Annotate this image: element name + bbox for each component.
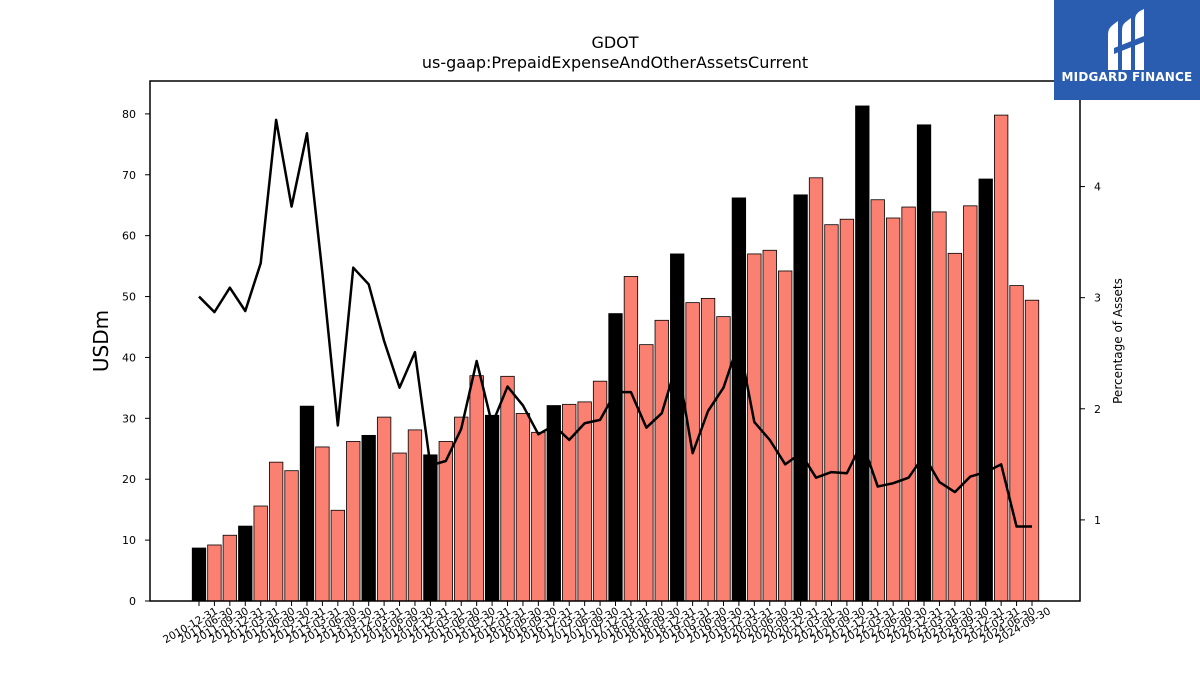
y2-tick-label: 3 — [1094, 292, 1101, 305]
y-tick-label: 70 — [122, 169, 136, 182]
bar-2016-03-31 — [515, 413, 531, 602]
bar-2013-06-30 — [346, 441, 361, 602]
bar-2023-03-31 — [947, 252, 963, 602]
bar-2017-06-30 — [592, 380, 608, 602]
bar-2013-03-31 — [330, 509, 345, 602]
bar-2011-03-31 — [207, 544, 222, 602]
y-axis-left: 0 10 20 30 40 50 60 70 80 — [122, 108, 150, 608]
bar-2011-12-31 — [253, 505, 268, 602]
bar-2019-09-30 — [731, 197, 747, 602]
bar-2020-03-31 — [762, 249, 777, 602]
x-axis: 2010-12-312011-06-302011-09-302011-12-31… — [161, 601, 1053, 646]
bar-2016-09-30 — [546, 405, 561, 602]
bar-2015-03-31 — [454, 416, 469, 602]
y-tick-label: 0 — [129, 595, 136, 608]
y-axis-label-left: USDm — [89, 310, 113, 372]
chart-title: GDOT — [591, 33, 638, 52]
chart-subtitle: us-gaap:PrepaidExpenseAndOtherAssetsCurr… — [422, 53, 808, 72]
bar-2024-06-30 — [1024, 299, 1040, 602]
bar-2017-09-30 — [608, 313, 623, 602]
bar-2019-06-30 — [716, 316, 731, 602]
bar-2014-03-31 — [392, 452, 407, 602]
bar-2015-12-31 — [500, 375, 515, 602]
bar-2014-09-30 — [423, 454, 438, 602]
y-axis-right: 1 2 3 4 — [1080, 181, 1101, 527]
y-axis-label-right: Percentage of Assets — [1111, 278, 1125, 404]
y2-tick-label: 4 — [1094, 181, 1101, 194]
y-tick-label: 40 — [122, 351, 136, 364]
bar-2023-09-30 — [978, 178, 993, 602]
midgard-logo: MIDGARD FINANCE — [1054, 0, 1200, 100]
bar-2017-12-31 — [623, 276, 639, 602]
bar-2020-12-31 — [808, 177, 824, 602]
bar-2011-06-30 — [222, 534, 238, 602]
y2-tick-label: 1 — [1094, 514, 1101, 527]
bar-2022-06-30 — [901, 206, 916, 602]
bar-2017-03-31 — [577, 401, 592, 602]
bar-2024-03-31 — [1009, 285, 1024, 602]
bar-2015-09-30 — [484, 414, 500, 602]
bar-2012-03-31 — [268, 461, 284, 602]
y-tick-label: 80 — [122, 108, 136, 121]
bar-2015-06-30 — [469, 375, 484, 602]
bar-2020-09-30 — [793, 194, 808, 602]
bar-2018-09-30 — [670, 253, 685, 602]
bar-2022-03-31 — [886, 217, 901, 602]
bar-2013-09-30 — [361, 434, 376, 602]
bar-2022-12-31 — [932, 211, 947, 602]
bar-2016-06-30 — [531, 431, 546, 602]
y-tick-label: 50 — [122, 291, 136, 304]
bar-2021-06-30 — [839, 218, 855, 602]
bar-2019-03-31 — [700, 297, 716, 602]
logo-text: MIDGARD FINANCE — [1061, 70, 1193, 84]
bar-2013-12-31 — [376, 416, 392, 602]
y-tick-label: 30 — [122, 412, 136, 425]
bar-2022-09-30 — [916, 124, 932, 602]
y-tick-label: 20 — [122, 473, 136, 486]
bar-2012-12-31 — [315, 446, 330, 602]
bar-2014-12-31 — [438, 441, 453, 602]
y-tick-label: 60 — [122, 230, 136, 243]
bar-2018-06-30 — [654, 319, 669, 602]
bar-2021-09-30 — [855, 105, 870, 602]
midgard-m-icon — [1108, 9, 1144, 70]
bars-layer — [191, 105, 1040, 602]
bar-2011-09-30 — [238, 525, 253, 602]
percentage-line — [198, 118, 1032, 528]
bar-2012-06-30 — [284, 470, 299, 602]
bar-2018-03-31 — [639, 344, 654, 602]
bar-2010-12-31 — [191, 547, 207, 602]
bar-2012-09-30 — [299, 405, 315, 602]
bar-2021-03-31 — [824, 224, 839, 602]
bar-2014-06-30 — [407, 429, 423, 602]
bar-2023-12-31 — [994, 114, 1009, 602]
bar-2021-12-31 — [870, 199, 885, 602]
y2-tick-label: 2 — [1094, 403, 1101, 416]
bar-2023-06-30 — [963, 205, 978, 602]
y-tick-label: 10 — [122, 534, 136, 547]
bar-2020-06-30 — [778, 270, 793, 602]
